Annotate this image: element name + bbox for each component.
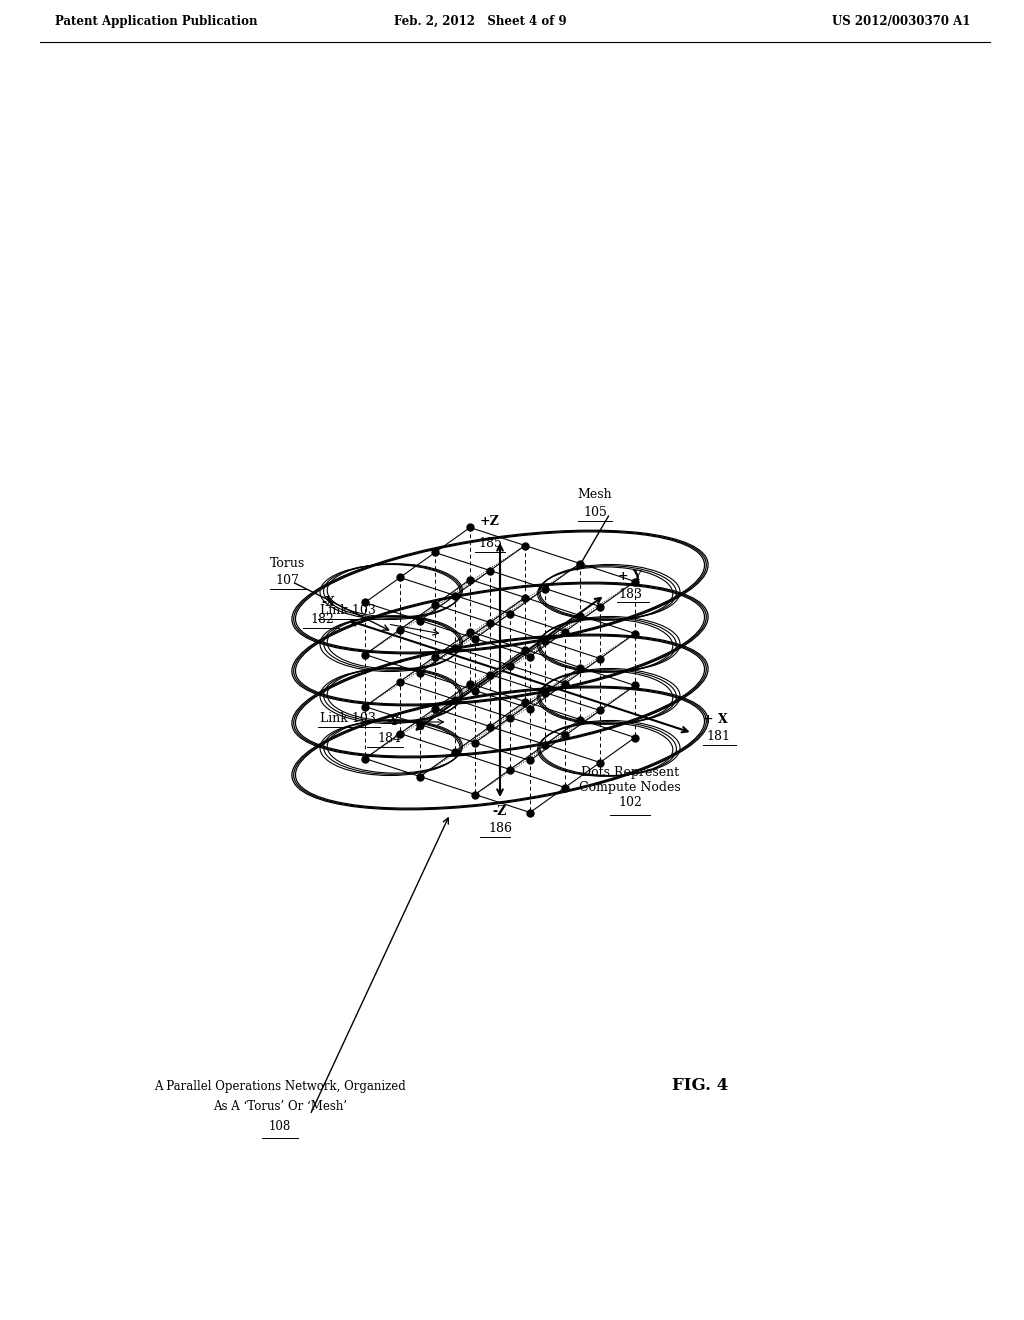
Text: 108: 108 bbox=[269, 1119, 291, 1133]
Text: Link 103: Link 103 bbox=[319, 711, 376, 725]
Text: 105: 105 bbox=[583, 506, 607, 519]
Text: As A ‘Torus’ Or ‘Mesh’: As A ‘Torus’ Or ‘Mesh’ bbox=[213, 1100, 347, 1113]
Text: US 2012/0030370 A1: US 2012/0030370 A1 bbox=[831, 15, 970, 28]
Text: + Y: + Y bbox=[618, 570, 642, 583]
Text: Patent Application Publication: Patent Application Publication bbox=[55, 15, 257, 28]
Text: 182: 182 bbox=[310, 612, 335, 626]
Text: FIG. 4: FIG. 4 bbox=[672, 1077, 728, 1094]
Text: 184: 184 bbox=[377, 733, 401, 744]
Text: Feb. 2, 2012   Sheet 4 of 9: Feb. 2, 2012 Sheet 4 of 9 bbox=[393, 15, 566, 28]
Text: Torus: Torus bbox=[270, 557, 305, 570]
Text: +Z: +Z bbox=[480, 515, 500, 528]
Text: -Z: -Z bbox=[493, 805, 507, 818]
Text: Dots Represent
Compute Nodes
102: Dots Represent Compute Nodes 102 bbox=[580, 767, 681, 809]
Text: Mesh: Mesh bbox=[578, 488, 612, 502]
Text: 183: 183 bbox=[618, 587, 642, 601]
Text: + X: + X bbox=[703, 713, 728, 726]
Text: 185: 185 bbox=[478, 537, 502, 550]
Text: Link 103: Link 103 bbox=[319, 605, 376, 616]
Text: 107: 107 bbox=[275, 574, 299, 587]
Text: 181: 181 bbox=[706, 730, 730, 743]
Text: -X: -X bbox=[322, 595, 336, 609]
Text: A Parallel Operations Network, Organized: A Parallel Operations Network, Organized bbox=[155, 1080, 406, 1093]
Text: -Y: -Y bbox=[386, 715, 399, 729]
Text: 186: 186 bbox=[488, 822, 512, 834]
